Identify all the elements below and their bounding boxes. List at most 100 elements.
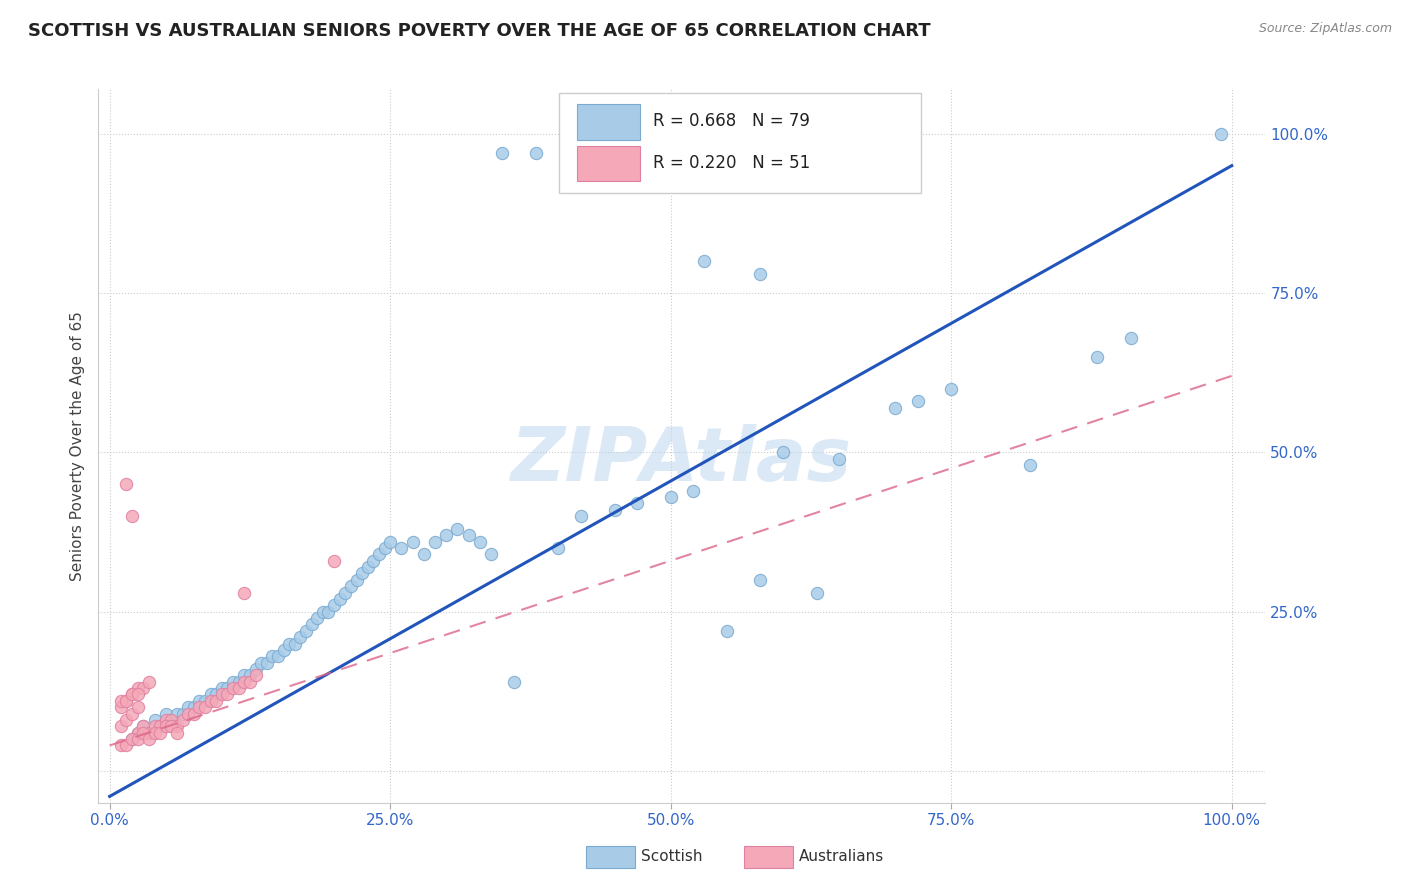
Point <box>434 528 457 542</box>
Point <box>907 394 929 409</box>
Point <box>239 674 262 689</box>
Point <box>502 674 524 689</box>
Point <box>806 585 828 599</box>
Point <box>267 649 290 664</box>
Point <box>205 688 228 702</box>
Point <box>155 706 177 721</box>
Point <box>194 694 217 708</box>
Point <box>693 254 716 268</box>
Point <box>160 713 183 727</box>
Point <box>143 725 166 739</box>
Point <box>211 688 233 702</box>
Point <box>138 732 160 747</box>
Point <box>659 490 682 504</box>
Point <box>166 719 188 733</box>
Point <box>138 725 160 739</box>
Text: R = 0.668   N = 79: R = 0.668 N = 79 <box>652 112 810 130</box>
Point <box>273 643 295 657</box>
Point <box>363 554 385 568</box>
Point <box>143 713 166 727</box>
Point <box>233 585 256 599</box>
Point <box>749 267 772 281</box>
Point <box>183 706 205 721</box>
Point <box>115 477 138 491</box>
Point <box>389 541 412 555</box>
Point <box>132 725 155 739</box>
Point <box>239 668 262 682</box>
Point <box>603 502 626 516</box>
Point <box>772 445 794 459</box>
Point <box>177 700 200 714</box>
Point <box>256 656 278 670</box>
Point <box>233 674 256 689</box>
Point <box>127 725 149 739</box>
Point <box>357 560 380 574</box>
Point <box>127 688 149 702</box>
Point <box>217 681 239 695</box>
Point <box>138 725 160 739</box>
Point <box>222 681 245 695</box>
Point <box>132 719 155 733</box>
Point <box>166 706 188 721</box>
Point <box>188 700 211 714</box>
Point <box>468 534 491 549</box>
Point <box>716 624 738 638</box>
Point <box>110 700 132 714</box>
Point <box>233 668 256 682</box>
Point <box>183 700 205 714</box>
Point <box>569 509 592 524</box>
Point <box>160 719 183 733</box>
Y-axis label: Seniors Poverty Over the Age of 65: Seniors Poverty Over the Age of 65 <box>70 311 86 581</box>
Point <box>155 713 177 727</box>
Point <box>172 706 194 721</box>
Text: Scottish: Scottish <box>641 849 703 863</box>
Point <box>188 694 211 708</box>
Point <box>121 509 143 524</box>
Point <box>479 547 502 561</box>
Point <box>121 732 143 747</box>
Point <box>301 617 323 632</box>
Text: Source: ZipAtlas.com: Source: ZipAtlas.com <box>1258 22 1392 36</box>
Point <box>110 694 132 708</box>
Point <box>368 547 391 561</box>
Point <box>228 681 250 695</box>
Point <box>149 719 172 733</box>
Point <box>127 681 149 695</box>
Point <box>132 681 155 695</box>
Point <box>378 534 402 549</box>
Point <box>110 719 132 733</box>
Point <box>121 688 143 702</box>
Point <box>457 528 479 542</box>
Point <box>1085 350 1108 364</box>
FancyBboxPatch shape <box>586 846 636 869</box>
FancyBboxPatch shape <box>744 846 793 869</box>
Point <box>323 599 346 613</box>
Point <box>323 554 346 568</box>
Point <box>211 681 233 695</box>
Point <box>110 739 132 753</box>
Point <box>127 732 149 747</box>
Point <box>1018 458 1040 472</box>
FancyBboxPatch shape <box>576 146 640 181</box>
Point <box>149 719 172 733</box>
Point <box>121 706 143 721</box>
FancyBboxPatch shape <box>576 104 640 139</box>
Point <box>127 700 149 714</box>
Point <box>329 591 352 606</box>
Point <box>200 694 222 708</box>
Point <box>262 649 284 664</box>
Point <box>132 719 155 733</box>
Point <box>278 636 301 650</box>
Point <box>749 573 772 587</box>
Point <box>284 636 307 650</box>
Point <box>524 145 547 160</box>
Point <box>138 674 160 689</box>
Point <box>340 579 363 593</box>
Point <box>682 483 704 498</box>
Point <box>346 573 368 587</box>
Point <box>194 700 217 714</box>
Point <box>217 688 239 702</box>
Point <box>941 382 963 396</box>
Point <box>222 674 245 689</box>
Text: SCOTTISH VS AUSTRALIAN SENIORS POVERTY OVER THE AGE OF 65 CORRELATION CHART: SCOTTISH VS AUSTRALIAN SENIORS POVERTY O… <box>28 22 931 40</box>
